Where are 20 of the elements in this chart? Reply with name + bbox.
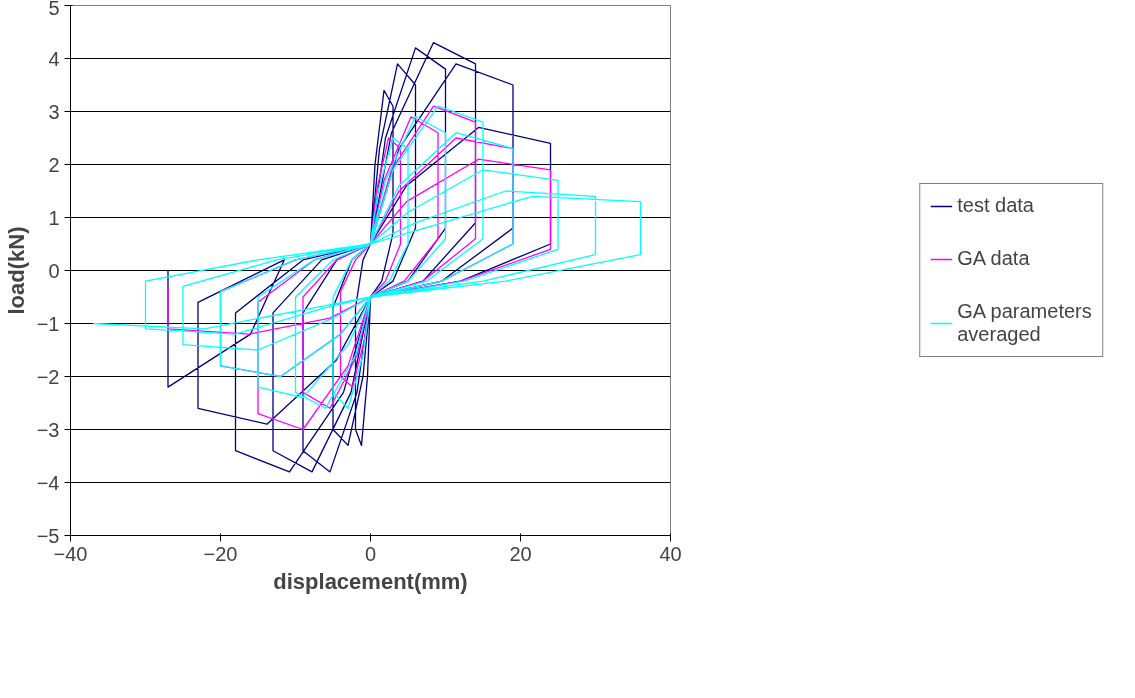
legend-label: GA data — [957, 247, 1030, 270]
y-tick-label: 3 — [48, 100, 60, 123]
y-tick-label: −4 — [36, 471, 60, 494]
x-tick-label: 40 — [659, 542, 682, 565]
y-axis-title: load(kN) — [3, 226, 29, 315]
x-tick-label: −20 — [203, 542, 238, 565]
y-tick-label: 4 — [48, 47, 60, 70]
x-axis-title: displacement(mm) — [273, 568, 468, 594]
y-tick-label: −2 — [36, 365, 60, 388]
y-tick-label: −1 — [36, 312, 60, 335]
y-tick-label: 5 — [48, 0, 60, 19]
y-tick-label: 1 — [48, 206, 60, 229]
y-tick-label: 0 — [48, 259, 60, 282]
y-tick-label: 2 — [48, 153, 60, 176]
x-tick-label: 0 — [364, 542, 377, 565]
legend-label: GA parameters averaged — [957, 300, 1092, 346]
legend-label: test data — [957, 194, 1034, 217]
y-tick-label: −3 — [36, 418, 60, 441]
line-series — [92, 105, 642, 409]
x-tick-label: 20 — [509, 542, 532, 565]
